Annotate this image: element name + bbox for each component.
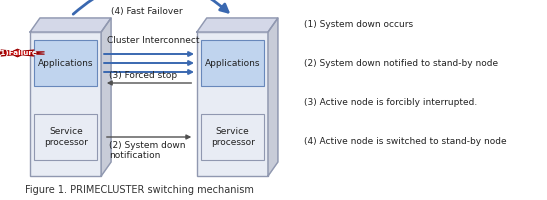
Bar <box>34 40 97 86</box>
Text: (3) Forced stop: (3) Forced stop <box>109 71 178 80</box>
Bar <box>201 114 264 160</box>
Bar <box>34 114 97 160</box>
Text: Service
processor: Service processor <box>44 127 88 147</box>
Text: (4) Active node is switched to stand-by node: (4) Active node is switched to stand-by … <box>304 137 506 146</box>
Text: (1)Failure: (1)Failure <box>0 50 37 56</box>
Polygon shape <box>101 18 111 176</box>
Text: (2) System down notified to stand-by node: (2) System down notified to stand-by nod… <box>304 59 498 68</box>
Text: (1) System down occurs: (1) System down occurs <box>304 20 412 29</box>
Text: Applications: Applications <box>38 58 94 68</box>
Text: Service
processor: Service processor <box>211 127 255 147</box>
Text: (2) System down
notification: (2) System down notification <box>109 141 186 160</box>
Polygon shape <box>197 18 278 32</box>
Text: Figure 1. PRIMECLUSTER switching mechanism: Figure 1. PRIMECLUSTER switching mechani… <box>25 185 253 195</box>
Bar <box>201 40 264 86</box>
Polygon shape <box>30 18 111 32</box>
Text: (3) Active node is forcibly interrupted.: (3) Active node is forcibly interrupted. <box>304 98 477 107</box>
Text: Applications: Applications <box>205 58 260 68</box>
Bar <box>197 32 268 176</box>
Polygon shape <box>0 49 44 57</box>
Polygon shape <box>268 18 278 176</box>
Bar <box>30 32 101 176</box>
Text: Cluster Interconnect: Cluster Interconnect <box>107 36 199 45</box>
Text: (4) Fast Failover: (4) Fast Failover <box>110 7 182 16</box>
